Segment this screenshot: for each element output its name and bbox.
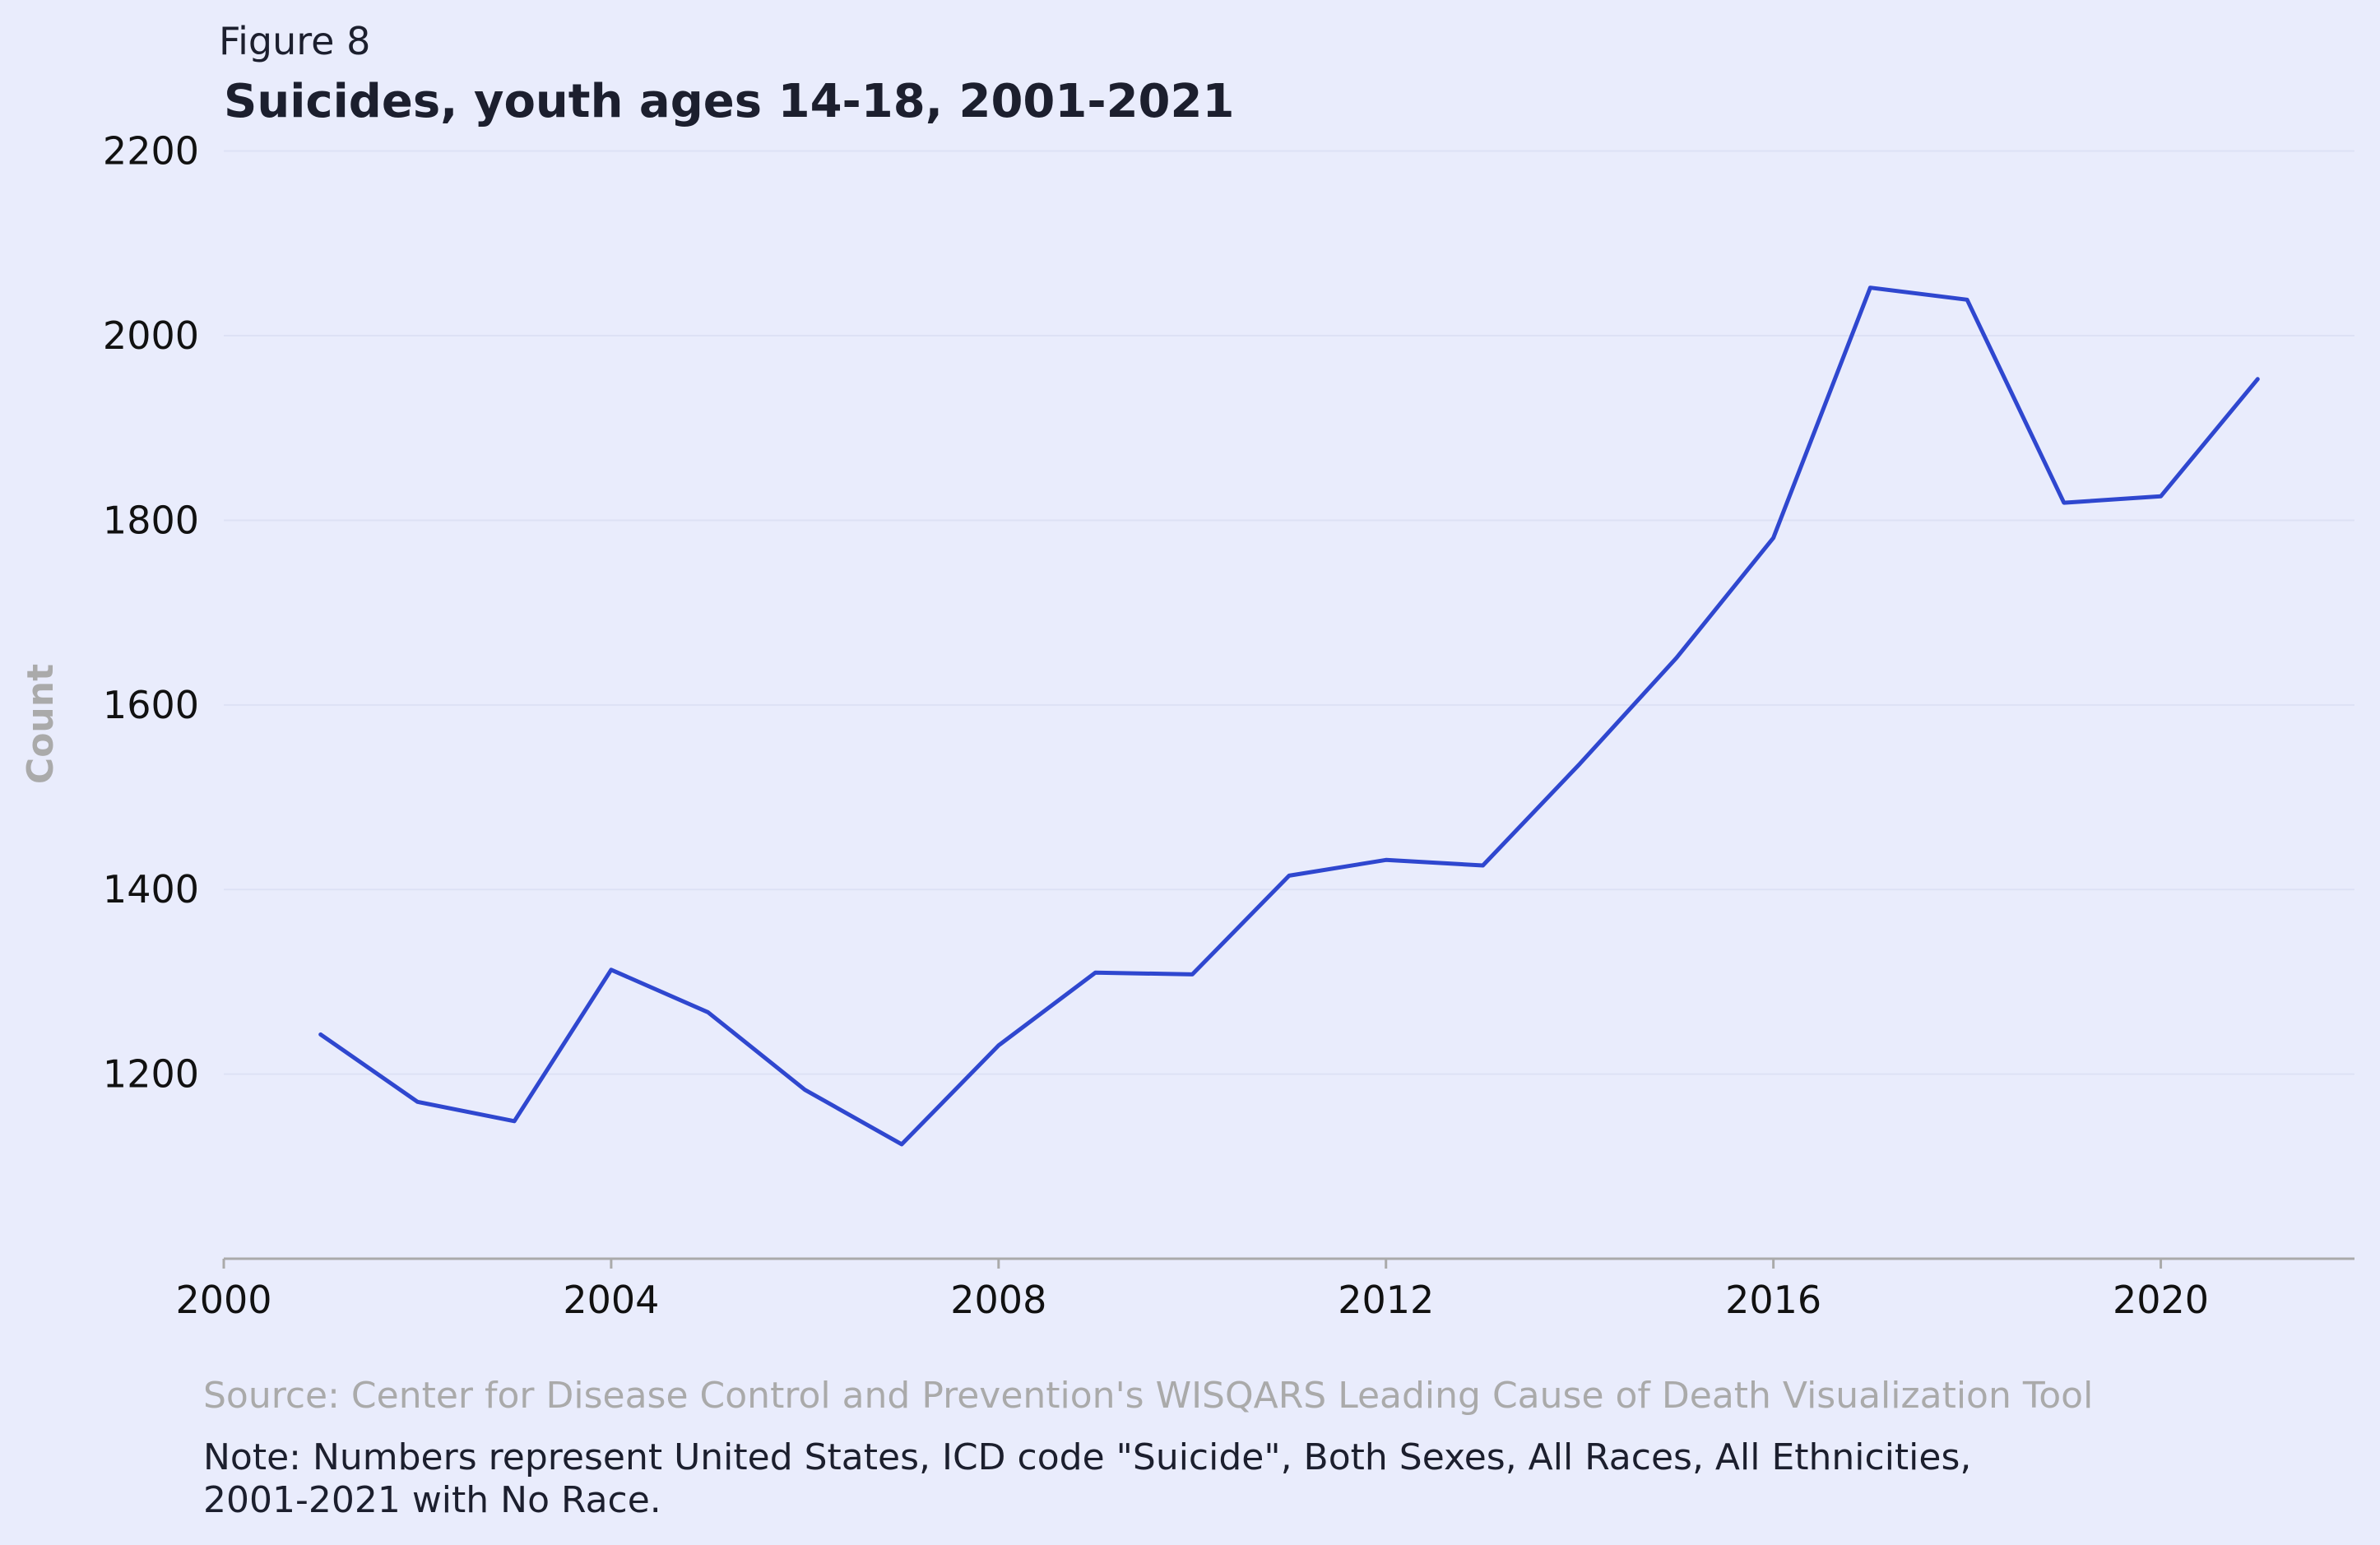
y-tick-label-1800: 1800 bbox=[103, 498, 199, 542]
source-note: Source: Center for Disease Control and P… bbox=[203, 1375, 2093, 1417]
figure-label: Figure 8 bbox=[219, 19, 370, 63]
series-layer bbox=[318, 285, 2260, 1147]
x-axis: 2000 2004 2008 2012 2016 2020 bbox=[175, 1257, 2354, 1322]
y-axis-ticks: 1200 1400 1600 1800 2000 2200 bbox=[103, 129, 199, 1097]
chart-title: Suicides, youth ages 14-18, 2001-2021 bbox=[224, 75, 1234, 128]
x-tick-label-2008: 2008 bbox=[950, 1278, 1046, 1322]
y-tick-label-2000: 2000 bbox=[103, 313, 199, 358]
x-tick-label-2004: 2004 bbox=[563, 1278, 659, 1322]
y-axis-label: Count bbox=[20, 664, 62, 784]
y-tick-label-2200: 2200 bbox=[103, 129, 199, 174]
x-tick-label-2012: 2012 bbox=[1338, 1278, 1434, 1322]
y-tick-label-1600: 1600 bbox=[103, 683, 199, 727]
note-line-1: Note: Numbers represent United States, I… bbox=[203, 1436, 1971, 1478]
x-tick-label-2016: 2016 bbox=[1725, 1278, 1821, 1322]
gridlines bbox=[224, 150, 2354, 1075]
note-line-2: 2001-2021 with No Race. bbox=[203, 1479, 661, 1521]
y-tick-label-1200: 1200 bbox=[103, 1052, 199, 1097]
x-tick-label-2020: 2020 bbox=[2113, 1278, 2209, 1322]
series-line-0 bbox=[318, 285, 2260, 1147]
y-tick-label-1400: 1400 bbox=[103, 867, 199, 912]
x-tick-label-2000: 2000 bbox=[175, 1278, 271, 1322]
